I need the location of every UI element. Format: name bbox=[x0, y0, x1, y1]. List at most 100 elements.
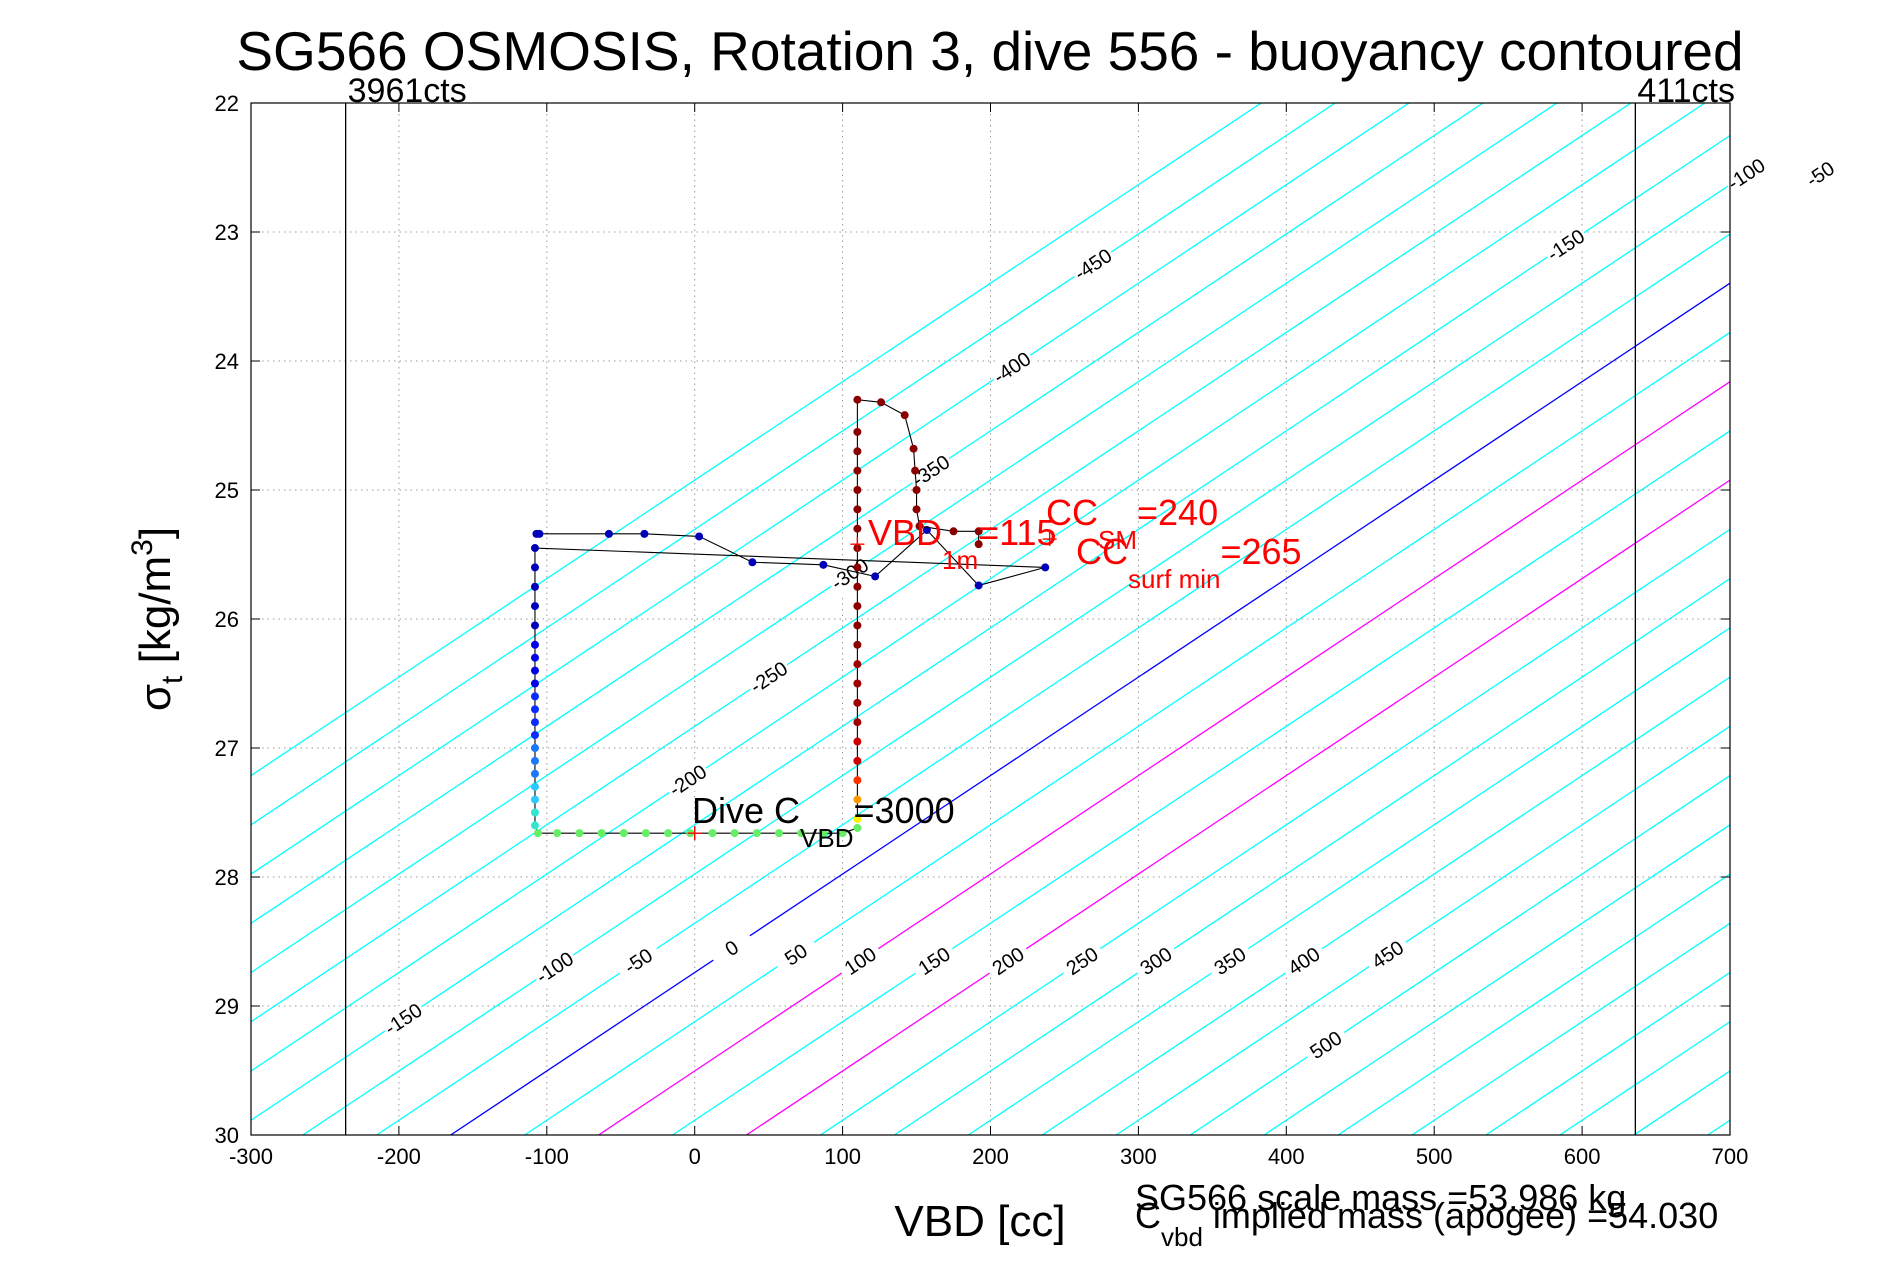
cc-surf-sub: surf min bbox=[1128, 564, 1220, 594]
contour-line bbox=[251, 103, 1558, 974]
contour-line bbox=[251, 103, 1410, 875]
y-tick-label: 29 bbox=[215, 994, 239, 1019]
contour-label-bg bbox=[1540, 221, 1592, 268]
contour-line bbox=[1337, 873, 1730, 1135]
dive-point bbox=[838, 829, 847, 838]
dive-point bbox=[708, 829, 717, 838]
x-tick-label: -100 bbox=[525, 1144, 569, 1169]
climb-point bbox=[853, 395, 862, 404]
dive-c-main: Dive C bbox=[692, 790, 800, 831]
dive-point bbox=[530, 731, 539, 740]
climb-point bbox=[853, 621, 862, 630]
dive-point bbox=[797, 829, 806, 838]
dive-point bbox=[1041, 563, 1050, 572]
climb-point bbox=[853, 679, 862, 688]
dive-point bbox=[530, 640, 539, 649]
vbd-limit-label: 3961cts bbox=[348, 72, 467, 110]
contour-label-bg bbox=[982, 937, 1034, 984]
dive-point bbox=[530, 782, 539, 791]
climb-point bbox=[853, 698, 862, 707]
climb-point bbox=[853, 505, 862, 514]
x-tick-label: 500 bbox=[1416, 1144, 1453, 1169]
climb-point bbox=[853, 486, 862, 494]
dive-point bbox=[819, 829, 828, 838]
dive-point bbox=[871, 572, 880, 581]
climb-point bbox=[853, 776, 862, 785]
dive-point bbox=[730, 829, 739, 838]
y-tick-label: 30 bbox=[215, 1123, 239, 1148]
implied-mass-sub: vbd bbox=[1161, 1222, 1203, 1252]
climb-point bbox=[853, 660, 862, 669]
dive-point bbox=[775, 829, 784, 838]
axis-ticks: -300 -200 -100 0 100 200 300 400 500 600 700 22 23 24… bbox=[215, 91, 1749, 1169]
climb-point bbox=[853, 447, 862, 456]
cc-sm-marker bbox=[1042, 532, 1057, 547]
climb-point bbox=[853, 718, 862, 727]
contour-label-bg bbox=[834, 937, 886, 984]
contour-line bbox=[1263, 824, 1730, 1135]
contour-label-bg bbox=[529, 944, 581, 991]
dive-point bbox=[535, 529, 544, 538]
y-tick-label: 25 bbox=[215, 478, 239, 503]
dive-point bbox=[530, 621, 539, 630]
dive-point bbox=[553, 829, 562, 838]
dive-point bbox=[530, 744, 539, 752]
cc-sm-value: =240 bbox=[1137, 492, 1218, 533]
contour-line bbox=[251, 103, 1262, 777]
y-axis-symbol: σ bbox=[131, 684, 180, 711]
dive-point bbox=[530, 582, 539, 591]
contour-label-bg bbox=[986, 344, 1038, 391]
y-axis-unit: [kg/m bbox=[131, 556, 180, 676]
x-tick-label: 0 bbox=[689, 1144, 701, 1169]
contour-label-bg bbox=[1794, 150, 1846, 197]
climb-point bbox=[949, 527, 958, 536]
dive-point bbox=[575, 829, 584, 838]
climb-point bbox=[853, 524, 862, 533]
contour-line bbox=[450, 282, 1730, 1135]
vbd-1m-marker bbox=[850, 537, 865, 552]
climb-point bbox=[912, 486, 921, 494]
climb-point bbox=[853, 737, 862, 746]
contour-label-bg bbox=[1278, 937, 1330, 984]
cc-surf-annotation: CCsurf min=265 bbox=[1076, 531, 1302, 594]
climb-point bbox=[853, 582, 862, 591]
x-tick-label: 300 bbox=[1120, 1144, 1157, 1169]
contour-label-bg bbox=[1720, 150, 1772, 197]
contour-label-bg bbox=[377, 995, 429, 1042]
climb-point bbox=[853, 427, 862, 436]
dive-point bbox=[640, 529, 649, 538]
climb-point bbox=[853, 756, 862, 765]
x-tick-label: -300 bbox=[229, 1144, 273, 1169]
vbd-limit-lines: 3961cts 411cts bbox=[345, 72, 1735, 1135]
dive-point bbox=[530, 756, 539, 765]
contour-line bbox=[251, 103, 1632, 1023]
x-tick-label: 100 bbox=[824, 1144, 861, 1169]
y-tick-label: 26 bbox=[215, 607, 239, 632]
climb-point bbox=[853, 602, 862, 611]
dive-point bbox=[619, 829, 628, 838]
contour-line bbox=[1707, 1119, 1730, 1135]
dive-point bbox=[853, 823, 862, 832]
climb-point bbox=[912, 505, 921, 514]
dive-point bbox=[819, 560, 828, 569]
contour-label-bg bbox=[1300, 1021, 1352, 1068]
dive-point bbox=[530, 705, 539, 714]
y-axis-sub: t bbox=[156, 675, 189, 684]
contour-label-bg bbox=[1361, 931, 1413, 978]
dive-point bbox=[530, 653, 539, 662]
dive-point bbox=[530, 679, 539, 688]
x-tick-label: 700 bbox=[1712, 1144, 1749, 1169]
dive-point bbox=[752, 829, 761, 838]
contour-line bbox=[251, 103, 1706, 1072]
y-axis-sup: 3 bbox=[126, 539, 159, 556]
cc-sm-annotation: CCSM=240 bbox=[1046, 492, 1218, 555]
contour-line bbox=[251, 103, 1484, 925]
x-tick-label: 400 bbox=[1268, 1144, 1305, 1169]
vbd-1m-annotation: VBD1m=115 bbox=[868, 512, 1057, 575]
climb-point bbox=[853, 814, 862, 823]
contour-line bbox=[251, 134, 1730, 1122]
dive-point bbox=[695, 532, 704, 541]
dive-point bbox=[641, 829, 650, 838]
contour-label-bg bbox=[905, 447, 957, 494]
y-tick-label: 28 bbox=[215, 865, 239, 890]
